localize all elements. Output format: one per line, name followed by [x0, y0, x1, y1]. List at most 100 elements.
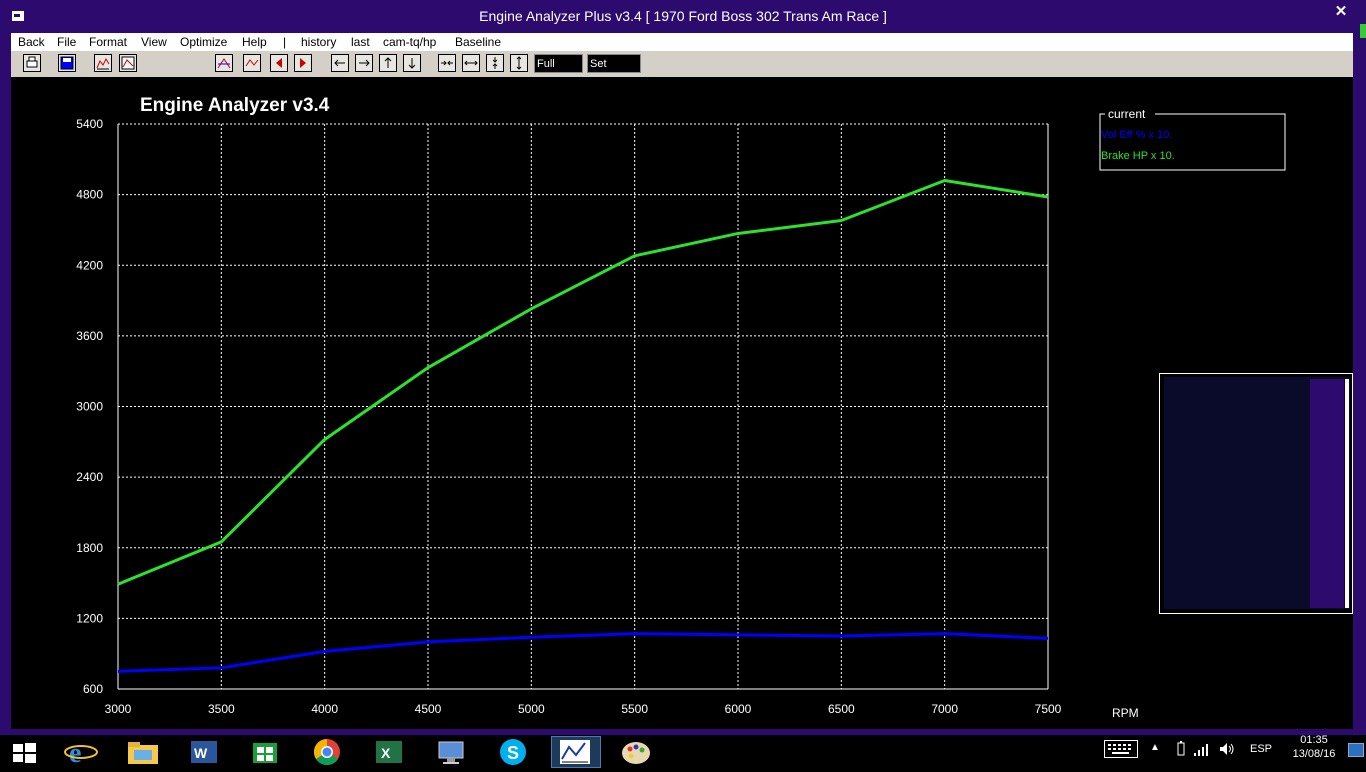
svg-text:e: e	[69, 738, 81, 767]
notifications-icon[interactable]	[1348, 743, 1364, 757]
clock-date: 13/08/16	[1292, 748, 1336, 760]
menu-back[interactable]: Back	[18, 35, 45, 49]
keyboard-icon[interactable]	[1104, 740, 1138, 758]
left-icon[interactable]	[331, 54, 349, 72]
chart-title: Engine Analyzer v3.4	[140, 95, 330, 116]
y-tick-label: 5400	[76, 117, 103, 131]
x-tick-label: 6000	[725, 702, 752, 716]
battery-icon[interactable]	[1175, 741, 1187, 762]
excel-icon[interactable]: X	[370, 737, 408, 767]
x-tick-label: 4500	[415, 702, 442, 716]
store-icon[interactable]	[246, 737, 284, 767]
side-panel	[1159, 373, 1353, 614]
menu-help[interactable]: Help	[242, 35, 267, 49]
legend-title-bg	[1105, 107, 1155, 121]
close-button[interactable]: ✕	[1325, 1, 1357, 23]
engine-analyzer-icon[interactable]	[551, 736, 601, 768]
right-icon[interactable]	[355, 54, 373, 72]
side-panel-edge	[1345, 379, 1349, 608]
graph-icon[interactable]	[94, 54, 112, 72]
graph-alt-icon[interactable]	[119, 54, 137, 72]
series-line-brake-hp	[117, 179, 1049, 586]
series-lines	[117, 179, 1049, 673]
x-tick-label: 4000	[311, 702, 338, 716]
x-tick-label: 5500	[621, 702, 648, 716]
menu-last[interactable]: last	[351, 35, 370, 49]
toolbar: Full View Set Scales	[11, 51, 1353, 88]
menu-cam-tq-hp[interactable]: cam-tq/hp	[383, 35, 437, 49]
chart: Engine Analyzer v3.4 5400 4800 4200 3600 300…	[76, 95, 1353, 720]
y-tick-label: 4800	[76, 188, 103, 202]
paint-icon[interactable]	[617, 737, 655, 767]
side-panel-scroll[interactable]	[1310, 379, 1344, 608]
y-tick-label: 2400	[76, 470, 103, 484]
shrink-vertical-icon[interactable]	[486, 54, 504, 72]
clock-time: 01:35	[1300, 734, 1328, 746]
legend-item-brake-hp: Brake HP x 10.	[1101, 150, 1175, 162]
series-line-vol-eff	[117, 632, 1049, 673]
expand-vertical-icon[interactable]	[510, 54, 528, 72]
grid	[117, 123, 1049, 690]
y-tick-label: 4200	[76, 258, 103, 272]
svg-text:S: S	[507, 743, 519, 763]
compare-alt-icon[interactable]	[243, 54, 261, 72]
y-tick-label: 600	[83, 682, 103, 696]
menu-history[interactable]: history	[301, 35, 337, 49]
svg-text:W: W	[194, 745, 208, 761]
internet-explorer-icon[interactable]: e	[62, 737, 100, 769]
x-tick-label: 7000	[931, 702, 958, 716]
set-scales-button[interactable]: Set Scales	[587, 54, 641, 88]
network-signal-icon[interactable]	[1193, 741, 1209, 762]
y-tick-label: 3600	[76, 329, 103, 343]
x-tick-label: 5000	[518, 702, 545, 716]
menu-separator: |	[283, 35, 287, 49]
language-indicator[interactable]: ESP	[1250, 743, 1273, 755]
right-arrow-icon[interactable]	[294, 54, 312, 72]
y-tick-label: 1200	[76, 611, 103, 625]
shrink-horizontal-icon[interactable]	[438, 54, 456, 72]
windows-start-icon[interactable]	[5, 737, 43, 767]
menu-view[interactable]: View	[141, 35, 167, 49]
y-tick-label: 3000	[76, 400, 103, 414]
skype-icon[interactable]: S	[494, 737, 532, 767]
compare-icon[interactable]	[215, 54, 233, 72]
clock[interactable]: 01:35 13/08/16	[1288, 734, 1340, 760]
y-axis-ticks: 5400 4800 4200 3600 3000 2400 1800 1200 600	[76, 117, 103, 696]
plot-area: Engine Analyzer v3.4 5400 4800 4200 3600 300…	[11, 77, 1353, 729]
x-axis-ticks: 3000 3500 4000 4500 5000 5500 6000 6500 7000 7500	[105, 702, 1062, 716]
show-hidden-icons-icon[interactable]: ▲	[1150, 742, 1160, 753]
legend-box	[1099, 113, 1286, 171]
menu-file[interactable]: File	[57, 35, 77, 49]
window-title: Engine Analyzer Plus v3.4 [ 1970 Ford Bo…	[479, 8, 887, 24]
x-tick-label: 7500	[1035, 702, 1062, 716]
word-icon[interactable]: W	[185, 737, 223, 767]
up-icon[interactable]	[379, 54, 397, 72]
volume-icon[interactable]	[1218, 741, 1236, 762]
left-arrow-icon[interactable]	[270, 54, 288, 72]
title-bar[interactable]: Engine Analyzer Plus v3.4 [ 1970 Ford Bo…	[0, 0, 1366, 33]
print-icon[interactable]	[23, 54, 41, 72]
menu-baseline[interactable]: Baseline	[455, 35, 502, 49]
chrome-icon[interactable]	[308, 737, 346, 767]
app-window: Engine Analyzer Plus v3.4 [ 1970 Ford Bo…	[0, 0, 1366, 735]
save-icon[interactable]	[58, 54, 76, 72]
x-axis-label: RPM	[1112, 706, 1139, 720]
x-tick-label: 3500	[208, 702, 235, 716]
expand-horizontal-icon[interactable]	[462, 54, 480, 72]
menu-bar: Back File Format View Optimize Help | hi…	[11, 33, 1353, 51]
down-icon[interactable]	[403, 54, 421, 72]
y-tick-label: 1800	[76, 541, 103, 555]
full-view-button[interactable]: Full View	[534, 54, 583, 88]
status-indicator	[1360, 24, 1366, 38]
file-explorer-icon[interactable]	[124, 737, 162, 767]
legend-item-vol-eff: Vol Eff % x 10.	[1101, 129, 1172, 141]
legend-title: current	[1108, 107, 1146, 121]
svg-text:X: X	[381, 745, 391, 761]
menu-optimize[interactable]: Optimize	[180, 35, 228, 49]
menu-format[interactable]: Format	[89, 35, 128, 49]
remote-desktop-icon[interactable]	[432, 737, 470, 767]
legend: current Vol Eff % x 10. Brake HP x 10.	[1099, 107, 1286, 171]
system-menu-icon[interactable]	[12, 11, 24, 21]
window-right-edge	[1357, 0, 1366, 735]
taskbar: e W X S ▲ ESP 01:35 13/08/16	[0, 734, 1366, 769]
